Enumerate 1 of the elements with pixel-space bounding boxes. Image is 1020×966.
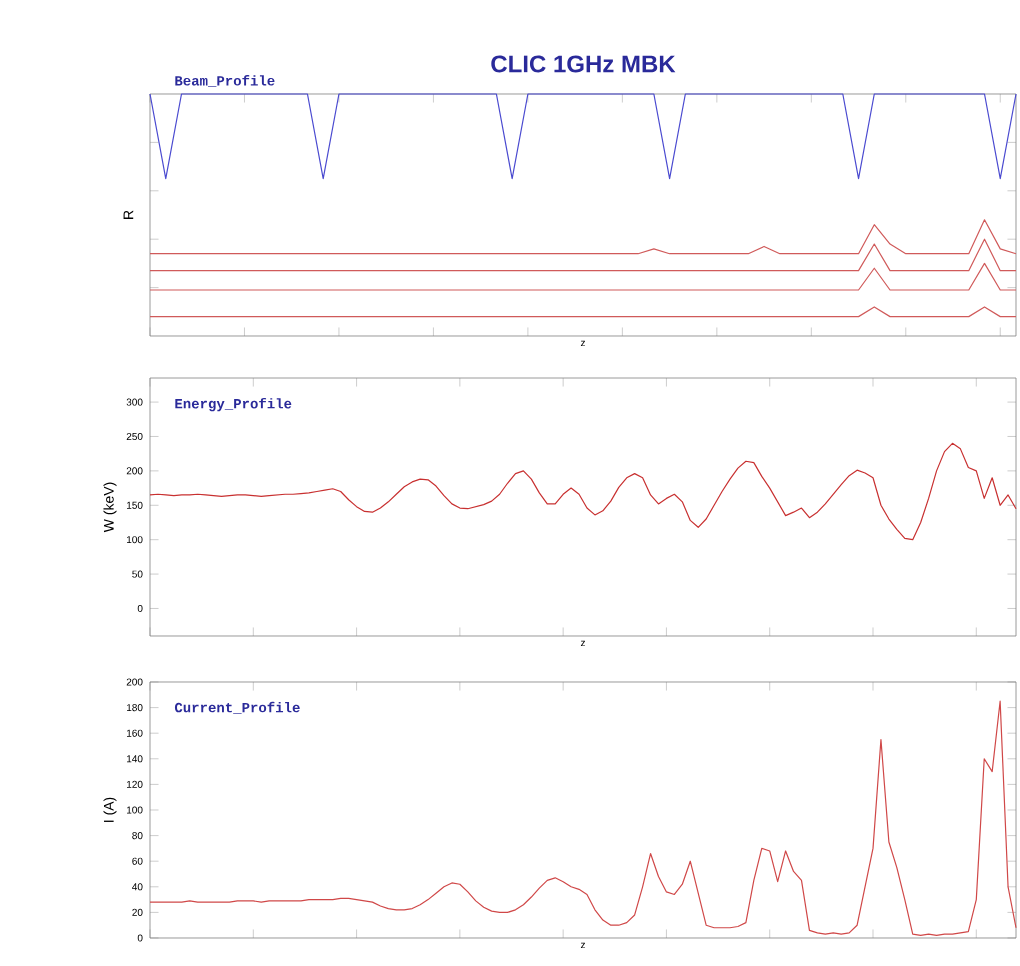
- chart-title: CLIC 1GHz MBK: [491, 55, 676, 73]
